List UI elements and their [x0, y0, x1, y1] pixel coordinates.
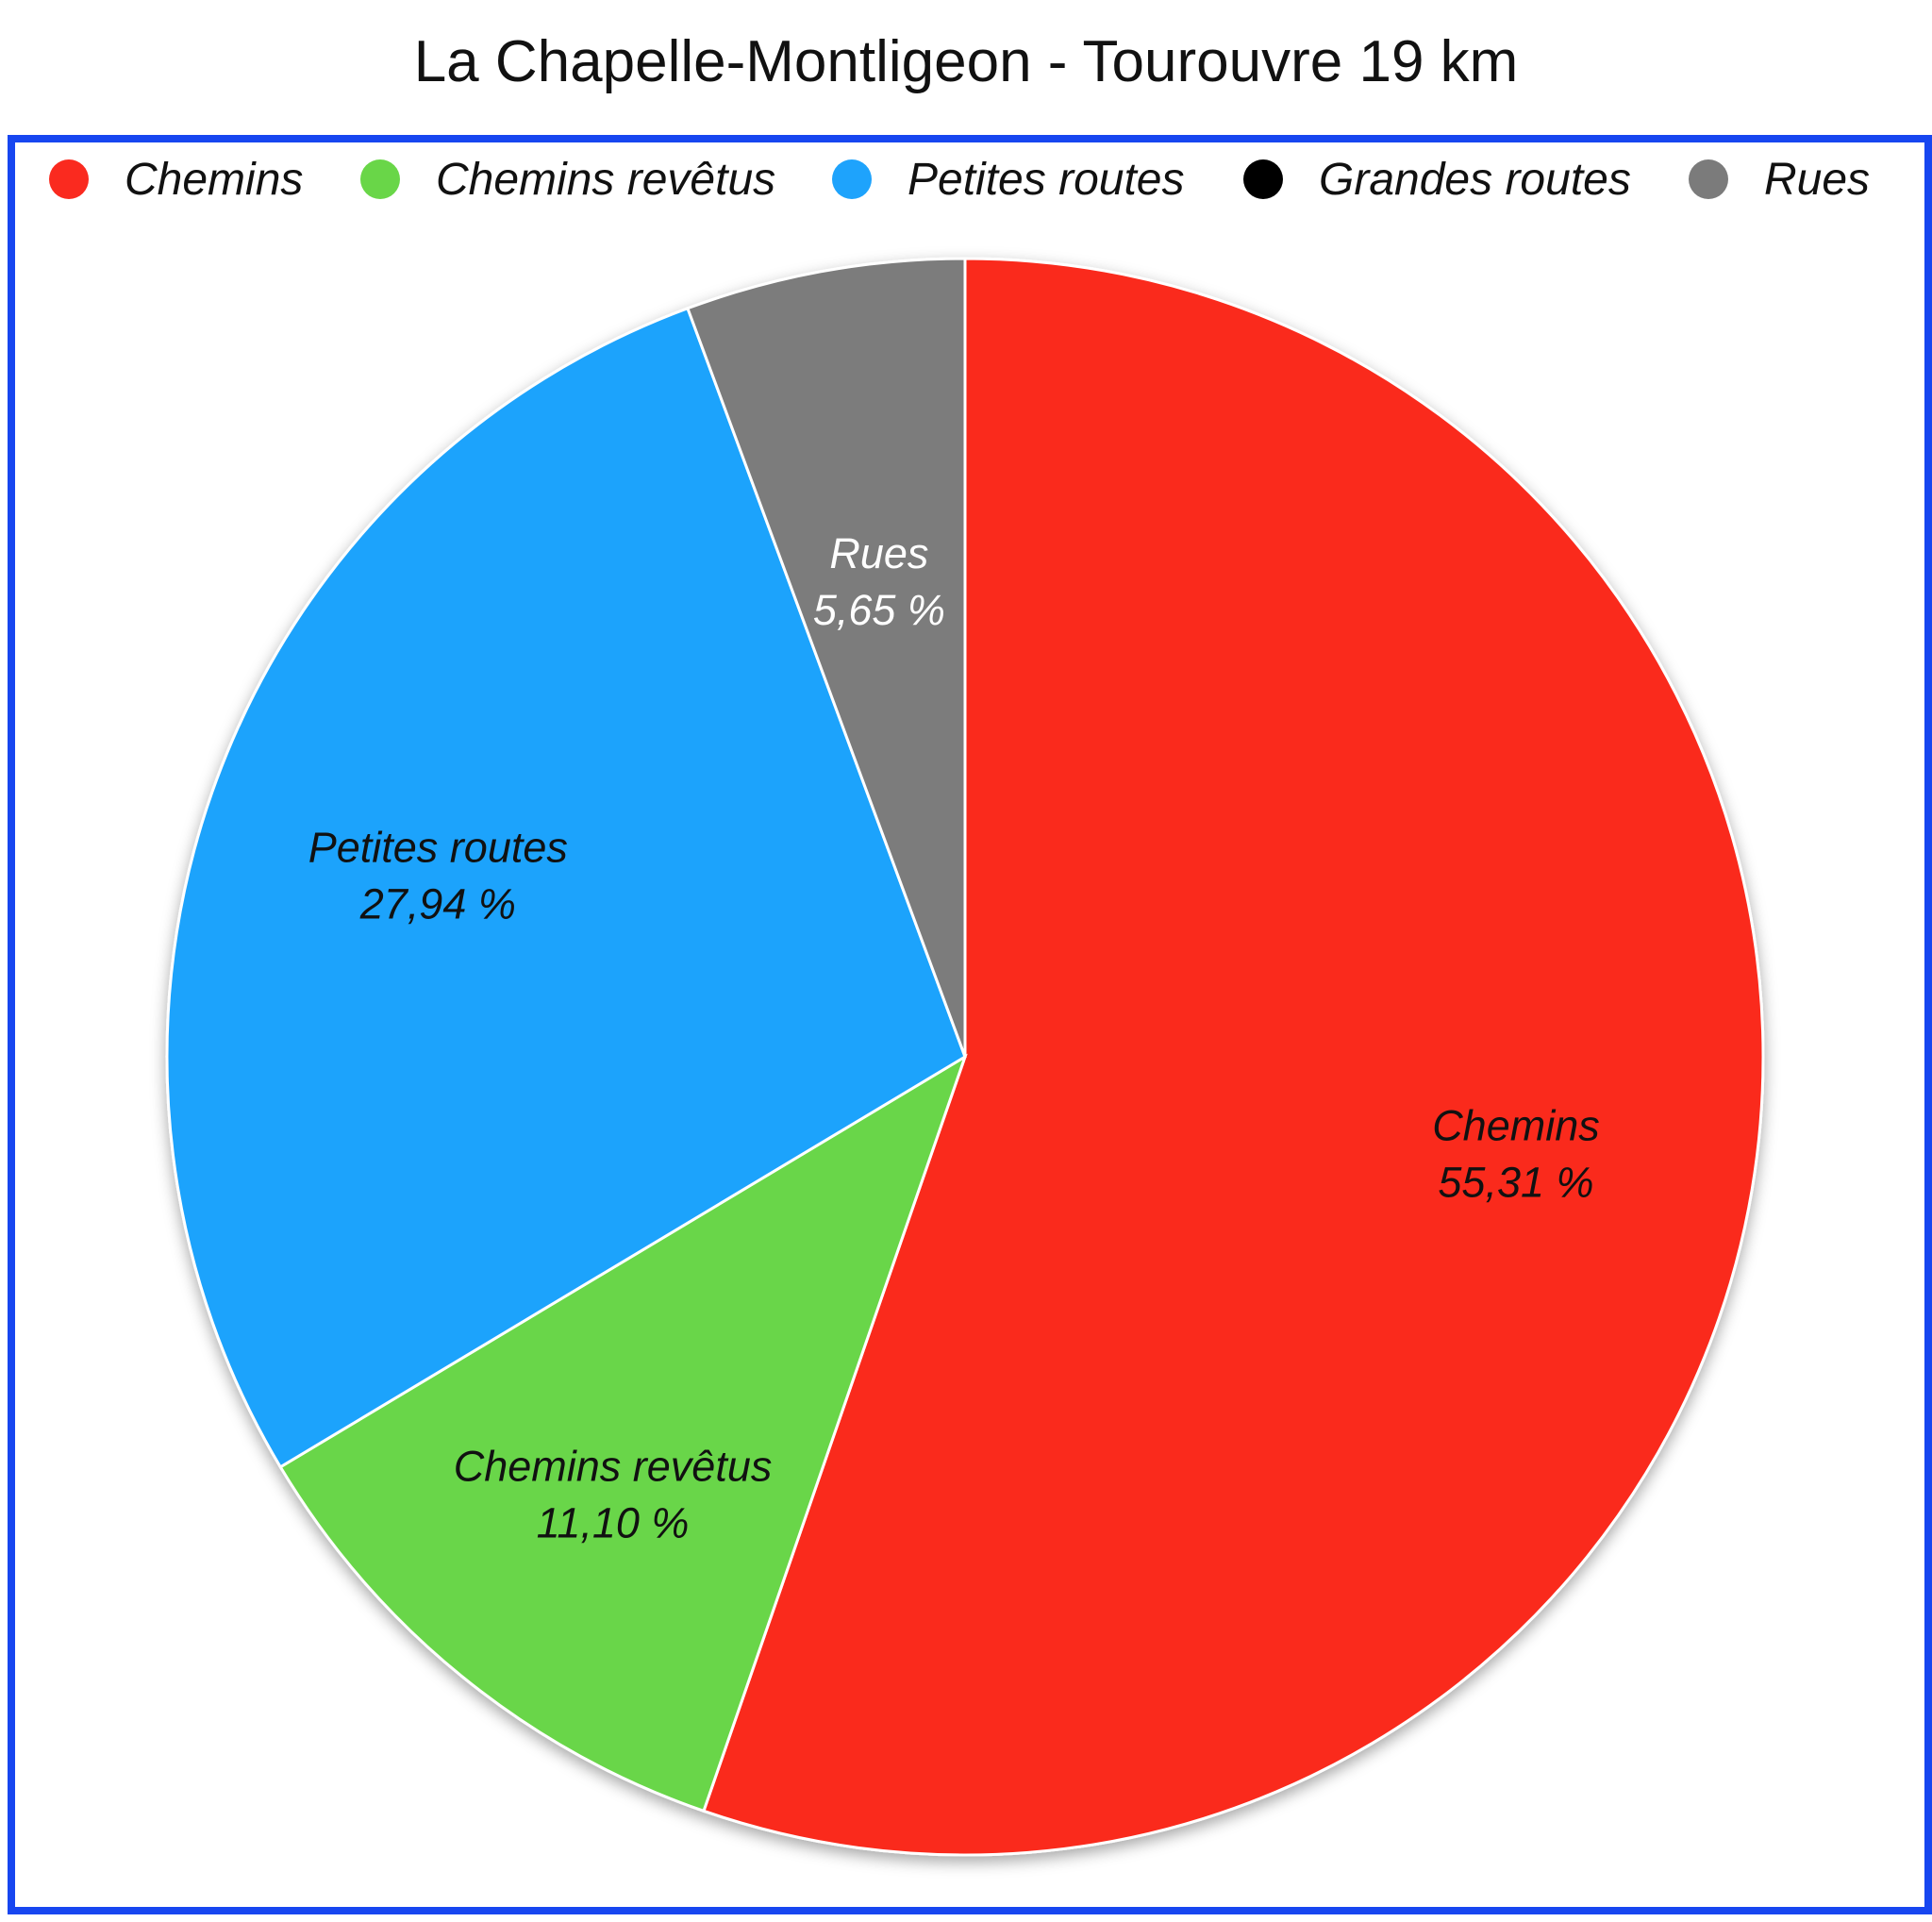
legend-item-chemins: Chemins [49, 146, 303, 212]
slice-label-value-petites-routes: 27,94 % [359, 880, 516, 928]
legend-item-chemins-revetus: Chemins revêtus [360, 146, 775, 212]
pie-slice-rues [686, 257, 967, 1058]
chart-title: La Chapelle-Montligeon - Tourouvre 19 km [413, 29, 1519, 94]
legend-label-rues: Rues [1764, 154, 1871, 205]
pie-slice-chemins [702, 257, 1765, 1857]
slice-label-value-chemins: 55,31 % [1438, 1158, 1593, 1206]
legend-label-petites-routes: Petites routes [908, 154, 1185, 205]
legend-dot-rues [1689, 159, 1728, 199]
legend-dot-chemins-revetus [360, 159, 400, 199]
legend-label-grandes-routes: Grandes routes [1319, 154, 1631, 205]
legend-item-grandes-routes: Grandes routes [1243, 146, 1631, 212]
legend: Chemins Chemins revêtus Petites routes G… [0, 146, 1932, 212]
slice-label-value-rues: 5,65 % [813, 586, 945, 634]
legend-dot-petites-routes [832, 159, 872, 199]
legend-dot-grandes-routes [1243, 159, 1283, 199]
slice-label-value-chemins-revetus: 11,10 % [537, 1499, 690, 1547]
slice-label-name-chemins-revetus: Chemins revêtus [454, 1443, 773, 1491]
legend-label-chemins: Chemins [125, 154, 304, 205]
pie-slice-chemins-revetus [278, 1053, 968, 1813]
legend-item-rues: Rues [1689, 146, 1870, 212]
legend-label-chemins-revetus: Chemins revêtus [436, 154, 776, 205]
slice-label-name-chemins: Chemins [1432, 1101, 1600, 1149]
slice-label-name-rues: Rues [829, 529, 928, 577]
slice-label-name-petites-routes: Petites routes [308, 824, 568, 872]
pie-slice-petites-routes [165, 306, 967, 1469]
legend-item-petites-routes: Petites routes [832, 146, 1184, 212]
legend-dot-chemins [49, 159, 89, 199]
